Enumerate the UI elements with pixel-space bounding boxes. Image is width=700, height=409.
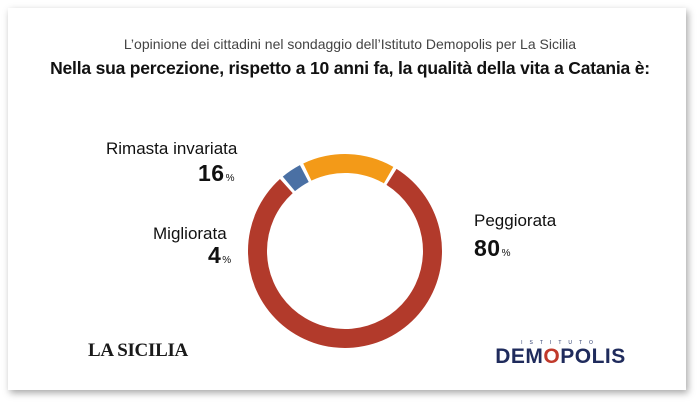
slice-migliorata <box>282 165 309 192</box>
demopolis-logo-small: ISTITUTO <box>521 340 600 346</box>
demopolis-logo-wordmark: DEMOPOLIS <box>495 345 626 368</box>
la-sicilia-logo: LA SICILIA <box>88 340 188 361</box>
label-peggiorata: Peggiorata <box>474 211 557 230</box>
value-rimasta-invariata: 16% <box>198 160 235 186</box>
label-rimasta-invariata: Rimasta invariata <box>106 139 238 158</box>
chart-title: Nella sua percezione, rispetto a 10 anni… <box>50 58 650 78</box>
demopolis-logo: ISTITUTO DEMOPOLIS <box>488 340 633 368</box>
label-migliorata: Migliorata <box>153 224 227 243</box>
chart-subtitle: L’opinione dei cittadini nel sondaggio d… <box>123 36 577 52</box>
slice-peggiorata <box>248 168 443 348</box>
value-peggiorata: 80% <box>474 235 511 261</box>
chart-card <box>8 8 686 390</box>
slice-rimasta-invariata <box>303 153 394 184</box>
value-migliorata: 4% <box>208 242 232 268</box>
